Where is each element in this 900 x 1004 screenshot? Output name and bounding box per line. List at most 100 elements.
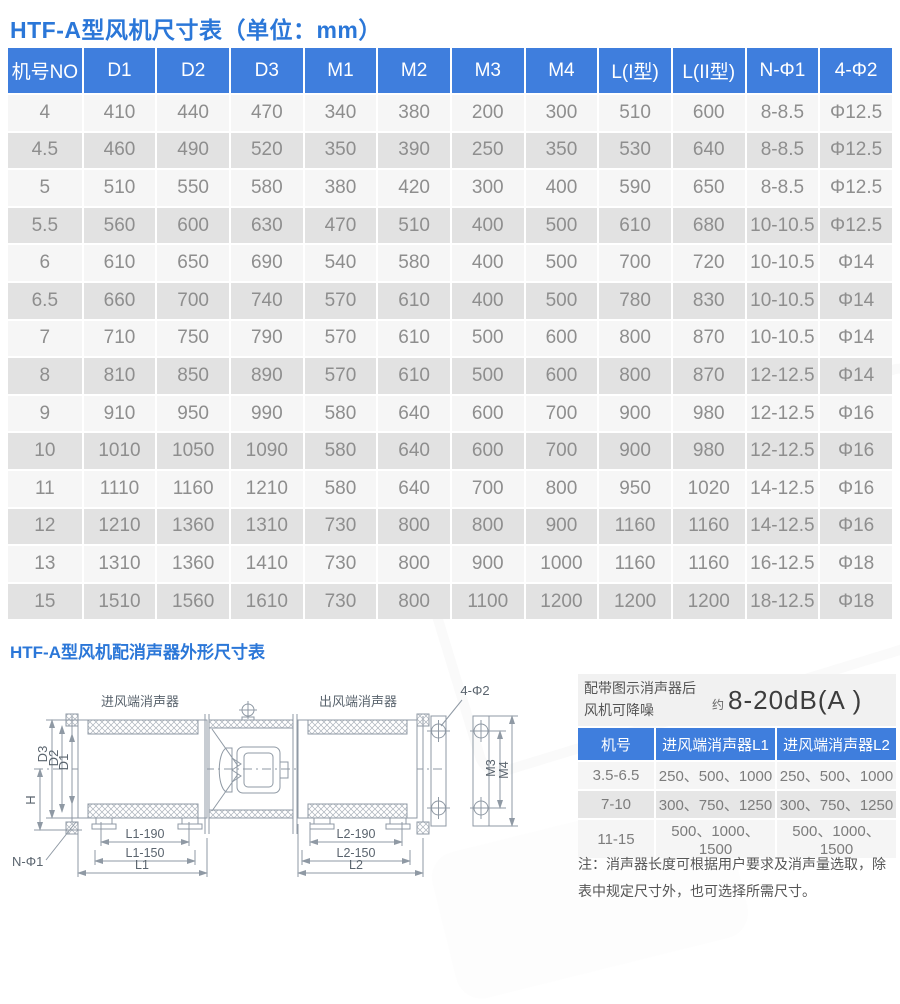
flange-plates [427,699,492,827]
cell: 7-10 [578,789,654,818]
bolt-callout-label: 4-Φ2 [460,683,489,698]
cell: 720 [670,243,745,281]
cell: 1160 [670,506,745,545]
column-header: D3 [228,48,303,93]
cell: 900 [597,431,671,469]
dim-d2: D2 [46,750,61,767]
outlet-silencer-label: 出风端消声器 [319,694,397,709]
dim-m3: M3 [484,759,498,776]
cell: 610 [597,205,671,244]
cell: 350 [523,130,598,169]
cell: 1560 [155,581,229,620]
cell: Φ12.5 [818,93,892,131]
cell: 9 [8,393,82,432]
cell: 550 [155,168,229,206]
cell: 950 [597,468,671,507]
cell: 1050 [155,431,229,469]
cell: 730 [302,581,377,620]
cell: 800 [376,581,450,620]
cell: 300 [523,93,598,131]
cell: 400 [523,168,598,206]
cell: 1360 [155,506,229,545]
cell: 300、750、1250 [775,789,896,818]
cell: 1210 [228,468,303,507]
cell: Φ12.5 [818,130,892,169]
table-row: 8 810 850 890 570 610 500 600 800 870 12-12.5 Φ14 [8,356,892,394]
cell: 710 [81,318,156,357]
footnote: 注：消声器长度可根据用户要求及消声量选取，除 表中规定尺寸外，也可选择所需尺寸。 [578,856,886,899]
cell: 900 [523,506,598,545]
inlet-silencer-label: 进风端消声器 [101,694,179,709]
table-row: 6 610 650 690 540 580 400 500 700 720 10-10.5 Φ14 [8,243,892,281]
cell: 5.5 [8,205,82,244]
column-header: M3 [449,48,524,93]
cell: 650 [670,168,745,206]
cell: 380 [376,93,450,131]
cell: 990 [228,393,303,432]
header-row: 机号 进风端消声器L1 进风端消声器L2 [578,728,896,760]
cell: 1160 [597,506,671,545]
cell: 610 [376,280,450,319]
silencer-panel: 配带图示消声器后 风机可降噪 约 8-20dB(A ) 机号 进风端消声器L1 进风… [578,674,896,858]
table-row: 13 1310 1360 1410 730 800 900 1000 1160 1160 16-12… [8,544,892,582]
cell: 10-10.5 [744,318,819,357]
dim-m4: M4 [497,761,511,778]
column-header: L(I型) [597,48,671,93]
cell: 460 [81,130,156,169]
cell: 400 [449,205,524,244]
cell: 500 [449,318,524,357]
cell: 10-10.5 [744,243,819,281]
cell: 1510 [81,581,156,620]
dim-n-phi1: N-Φ1 [12,854,43,869]
cell: 580 [302,468,377,507]
table-row: 7-10 300、750、1250 300、750、1250 [578,789,896,818]
cell: 680 [670,205,745,244]
header-row: 机号NO D1 D2 D3 M1 M2 M3 M4 L(I型) L(II型) N-Φ1 4-Φ2 [8,48,892,93]
cell: 10 [8,431,82,469]
cell: 10-10.5 [744,280,819,319]
cell: 700 [449,468,524,507]
cell: 12-12.5 [744,393,819,432]
outlet-silencer [297,713,430,835]
cell: 730 [302,544,377,582]
cell: 510 [376,205,450,244]
cell: 200 [449,93,524,131]
cell: 800 [449,506,524,545]
cell: 650 [155,243,229,281]
cell: 8 [8,356,82,394]
cell: 6 [8,243,82,281]
cell: Φ16 [818,468,892,507]
cell: 780 [597,280,671,319]
cell: 470 [228,93,303,131]
column-header: 机号 [578,728,654,760]
cell: 890 [228,356,303,394]
table-row: 5.5 560 600 630 470 510 400 500 610 680 10-10.5 Φ12… [8,205,892,244]
cell: Φ18 [818,581,892,620]
column-header: 机号NO [8,48,82,93]
cell: 640 [376,393,450,432]
cell: 570 [302,280,377,319]
column-header: D1 [81,48,156,93]
inlet-silencer [65,713,208,835]
table-row: 4 410 440 470 340 380 200 300 510 600 8-8.5 Φ12.5 [8,93,892,131]
noise-reduction-box: 配带图示消声器后 风机可降噪 约 8-20dB(A ) [578,674,896,726]
cell: 8-8.5 [744,93,819,131]
cell: 500 [523,243,598,281]
cell: 1200 [597,581,671,620]
cell: 500、1000、1500 [654,818,775,858]
cell: 700 [523,431,598,469]
cell: 590 [597,168,671,206]
column-header: 进风端消声器L2 [775,728,896,760]
eyebolt-icon [239,701,257,721]
table-row: 3.5-6.5 250、500、1000 250、500、1000 [578,760,896,789]
cell: 750 [155,318,229,357]
cell: 800 [376,544,450,582]
cell: 400 [449,243,524,281]
cell: 15 [8,581,82,620]
cell: 900 [449,544,524,582]
cell: 870 [670,318,745,357]
cell: 790 [228,318,303,357]
cell: 470 [302,205,377,244]
cell: Φ16 [818,393,892,432]
cell: 580 [302,431,377,469]
